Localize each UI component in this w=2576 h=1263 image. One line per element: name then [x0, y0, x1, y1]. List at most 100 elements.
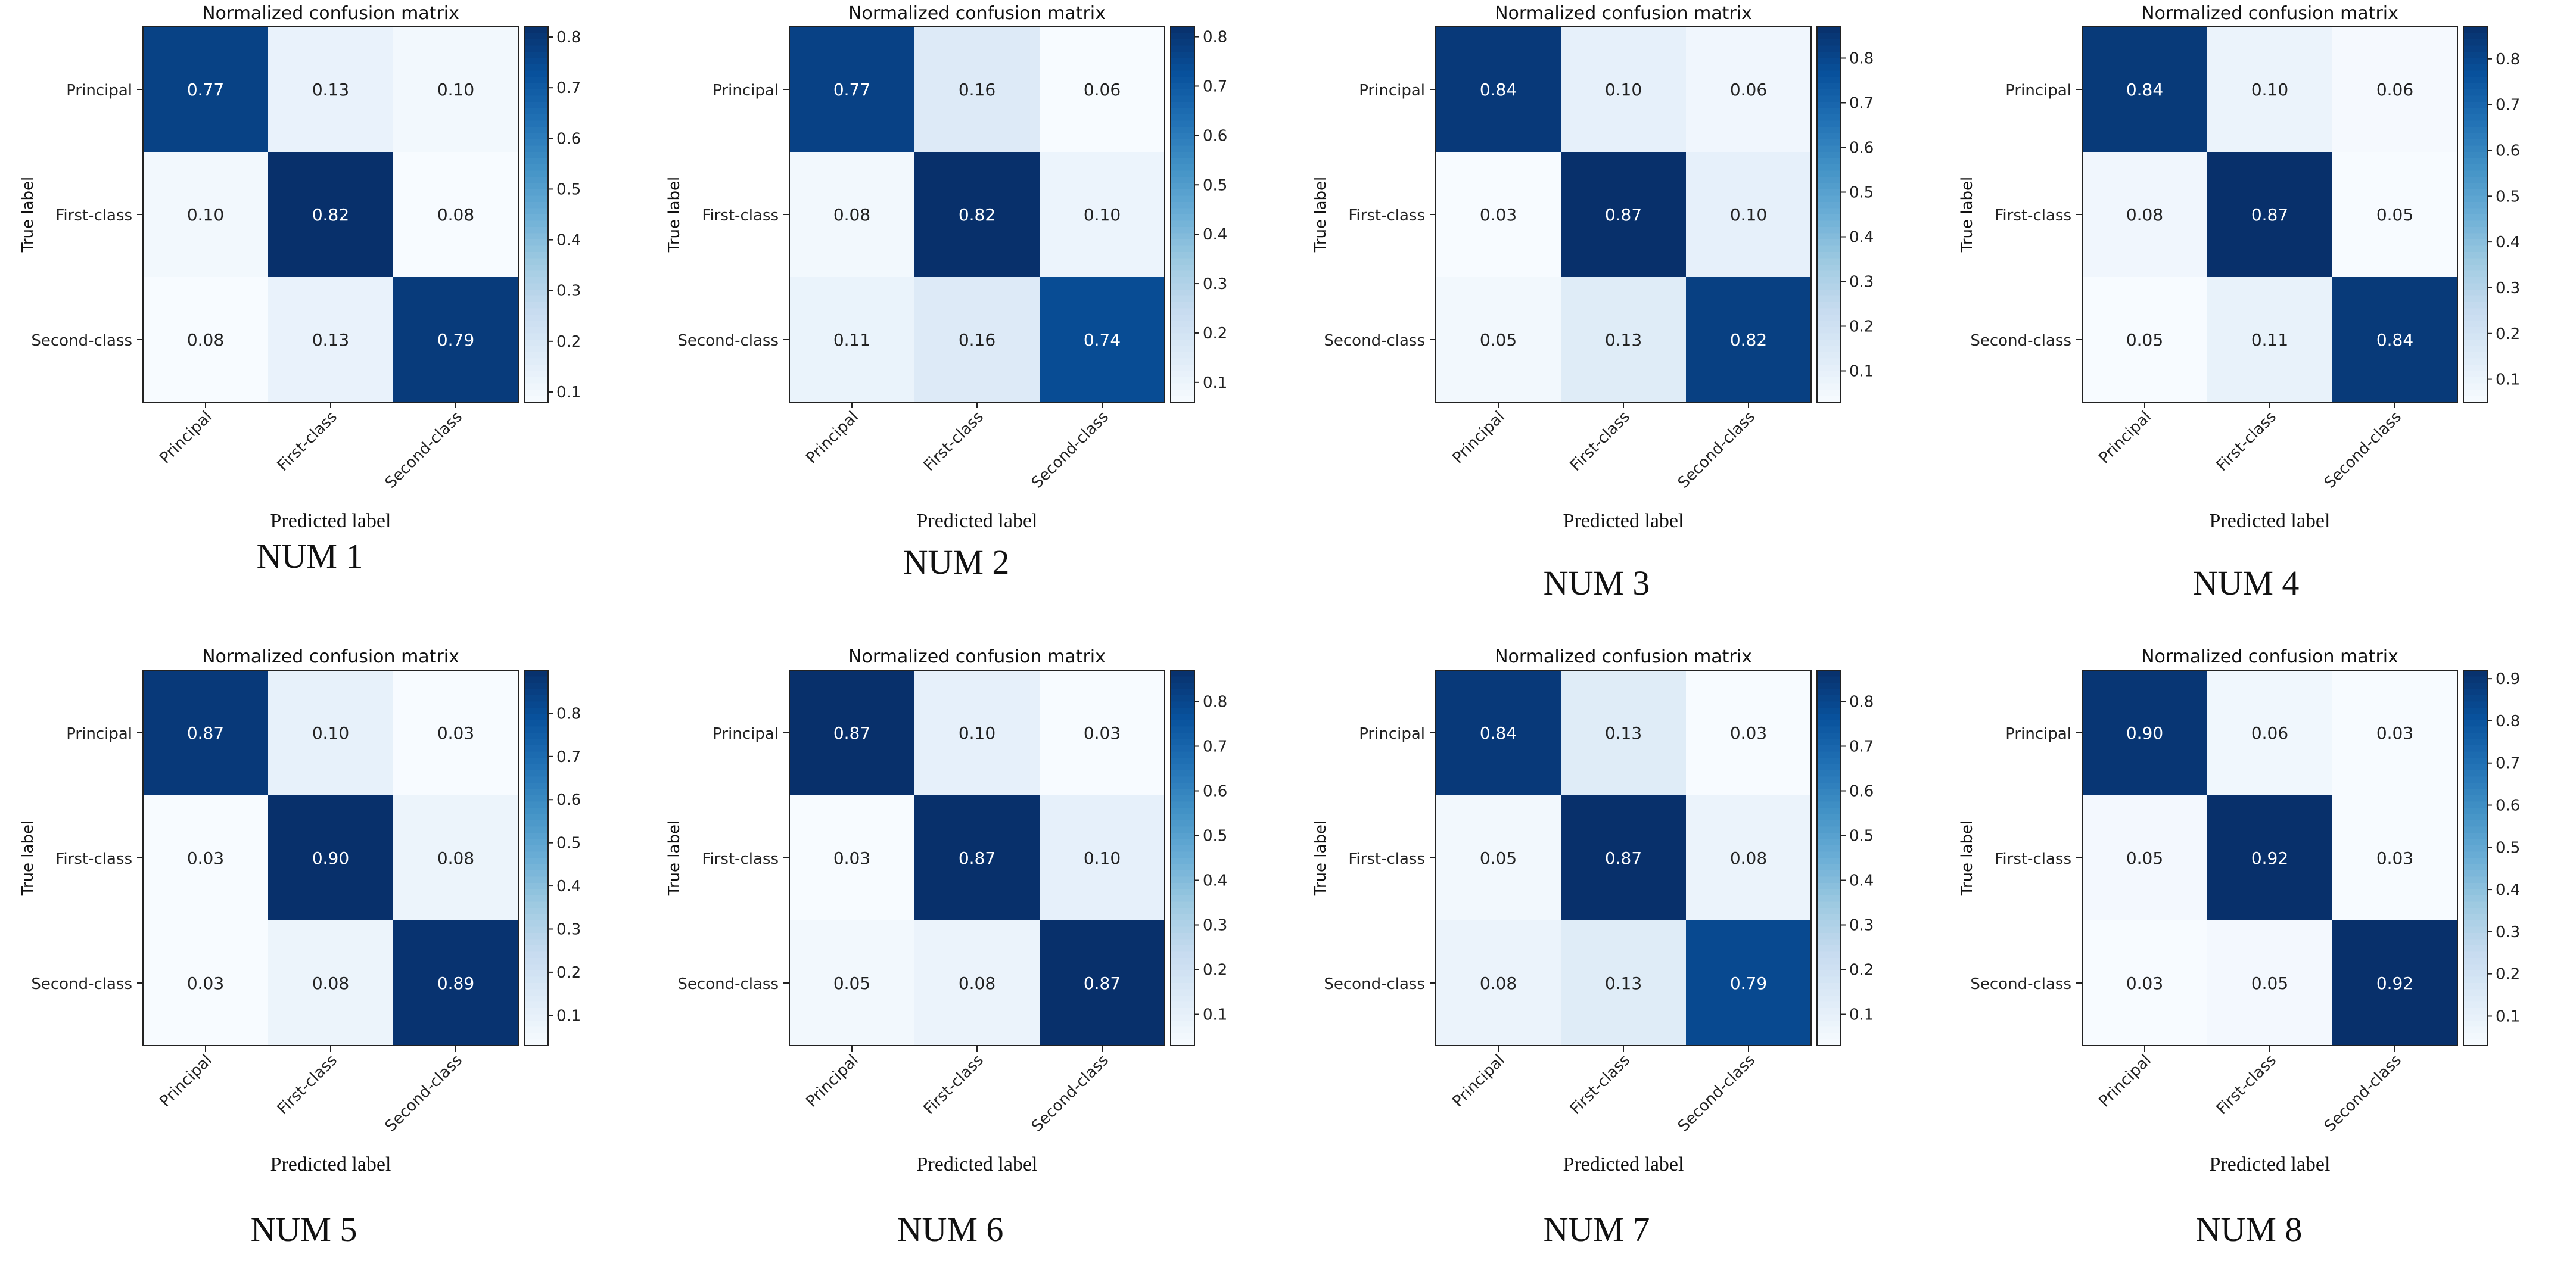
colorbar-segment: [524, 277, 548, 284]
colorbar-segment: [1171, 720, 1194, 727]
colorbar-segment: [2463, 321, 2487, 328]
cell-value-label: 0.90: [2126, 723, 2163, 743]
cell-value-label: 0.84: [2126, 80, 2163, 99]
colorbar-segment: [1171, 239, 1194, 247]
colorbar-segment: [1817, 164, 1841, 172]
colorbar-segment: [524, 158, 548, 165]
colorbar-tick-label: 0.8: [1849, 693, 1874, 711]
colorbar-segment: [1171, 220, 1194, 228]
colorbar-segment: [1817, 808, 1841, 815]
y-tick-label: Second-class: [677, 332, 779, 350]
colorbar-segment: [2463, 708, 2487, 715]
cell-value-label: 0.03: [1730, 723, 1767, 743]
colorbar-segment: [2463, 845, 2487, 853]
colorbar-segment: [2463, 340, 2487, 347]
colorbar-segment: [1171, 346, 1194, 353]
colorbar-segment: [1171, 102, 1194, 109]
colorbar-segment: [1171, 64, 1194, 71]
heatmap-cell: [2207, 670, 2332, 795]
colorbar-segment: [1171, 108, 1194, 115]
colorbar-segment: [524, 826, 548, 833]
colorbar-tick-label: 0.3: [1203, 275, 1227, 293]
cell-value-label: 0.03: [187, 973, 224, 993]
colorbar-tick-label: 0.5: [1849, 828, 1874, 845]
x-tick-label: First-class: [274, 1052, 341, 1118]
colorbar-segment: [524, 883, 548, 890]
colorbar-segment: [1817, 214, 1841, 222]
colorbar-segment: [1817, 383, 1841, 390]
colorbar-segment: [1817, 739, 1841, 746]
colorbar-segment: [1817, 945, 1841, 953]
colorbar-segment: [1817, 365, 1841, 372]
colorbar-segment: [524, 170, 548, 178]
colorbar-tick-label: 0.6: [1203, 783, 1227, 801]
colorbar-segment: [524, 839, 548, 846]
heatmap-cell: [268, 920, 393, 1046]
colorbar-segment: [1817, 820, 1841, 828]
heatmap-cell: [1561, 277, 1686, 402]
colorbar-tick-label: 0.4: [2496, 881, 2520, 899]
y-tick-label: First-class: [1995, 850, 2071, 868]
x-axis-label: Predicted label: [1563, 510, 1684, 532]
confusion-matrix-chart: Normalized confusion matrix 0.84 0.13 0.03 0…: [1312, 646, 1874, 1175]
colorbar-segment: [1171, 920, 1194, 928]
colorbar-segment: [2463, 801, 2487, 808]
colorbar-segment: [2463, 365, 2487, 372]
colorbar-segment: [1171, 845, 1194, 853]
colorbar-segment: [524, 951, 548, 959]
heatmap-cell: [268, 670, 393, 795]
colorbar-segment: [1817, 64, 1841, 71]
heatmap-cell: [393, 920, 518, 1046]
cell-value-label: 0.82: [312, 205, 349, 225]
colorbar-segment: [1171, 676, 1194, 683]
colorbar-tick-label: 0.6: [1203, 127, 1227, 145]
colorbar-tick-label: 0.7: [2496, 755, 2520, 773]
colorbar-segment: [1171, 976, 1194, 984]
heatmap-cell: [2332, 152, 2457, 277]
confusion-matrix-chart: Normalized confusion matrix 0.84 0.10 0.06 0…: [1958, 3, 2520, 532]
confusion-matrix-chart: Normalized confusion matrix 0.90 0.06 0.03 0…: [1958, 646, 2520, 1175]
heatmap-cell: [2082, 27, 2207, 152]
colorbar-segment: [1817, 851, 1841, 858]
colorbar-segment: [524, 102, 548, 109]
colorbar-segment: [2463, 964, 2487, 971]
y-tick-label: Principal: [1359, 82, 1425, 99]
colorbar-segment: [2463, 377, 2487, 384]
heatmap-cell: [393, 670, 518, 795]
colorbar-tick-label: 0.4: [1203, 226, 1227, 244]
colorbar-segment: [1171, 826, 1194, 833]
x-tick-label: Principal: [802, 408, 862, 468]
colorbar-tick-label: 0.7: [1849, 95, 1874, 113]
colorbar-segment: [1171, 114, 1194, 122]
cell-value-label: 0.05: [1480, 848, 1517, 868]
heatmap-cell: [789, 277, 914, 402]
colorbar-segment: [2463, 45, 2487, 52]
cell-value-label: 0.05: [833, 973, 870, 993]
colorbar-tick-label: 0.6: [556, 791, 581, 809]
colorbar-segment: [1817, 826, 1841, 833]
cell-value-label: 0.08: [312, 973, 349, 993]
colorbar-segment: [1817, 220, 1841, 228]
colorbar-segment: [524, 83, 548, 90]
colorbar-segment: [2463, 908, 2487, 915]
colorbar-segment: [524, 270, 548, 278]
colorbar-segment: [524, 346, 548, 353]
heatmap-cell: [1561, 795, 1686, 920]
colorbar-segment: [2463, 870, 2487, 878]
y-axis-label: True label: [665, 177, 683, 253]
colorbar-segment: [524, 920, 548, 928]
colorbar-segment: [2463, 277, 2487, 284]
colorbar-segment: [1171, 170, 1194, 178]
colorbar-segment: [2463, 58, 2487, 65]
colorbar-segment: [1171, 1014, 1194, 1021]
colorbar-segment: [1171, 308, 1194, 315]
colorbar-segment: [1171, 52, 1194, 59]
colorbar-tick-label: 0.2: [1849, 318, 1874, 336]
heatmap-cell: [2082, 277, 2207, 402]
colorbar-segment: [1171, 277, 1194, 284]
cell-value-label: 0.90: [312, 848, 349, 868]
colorbar-segment: [1817, 901, 1841, 909]
colorbar-segment: [1817, 189, 1841, 197]
colorbar-segment: [524, 820, 548, 828]
